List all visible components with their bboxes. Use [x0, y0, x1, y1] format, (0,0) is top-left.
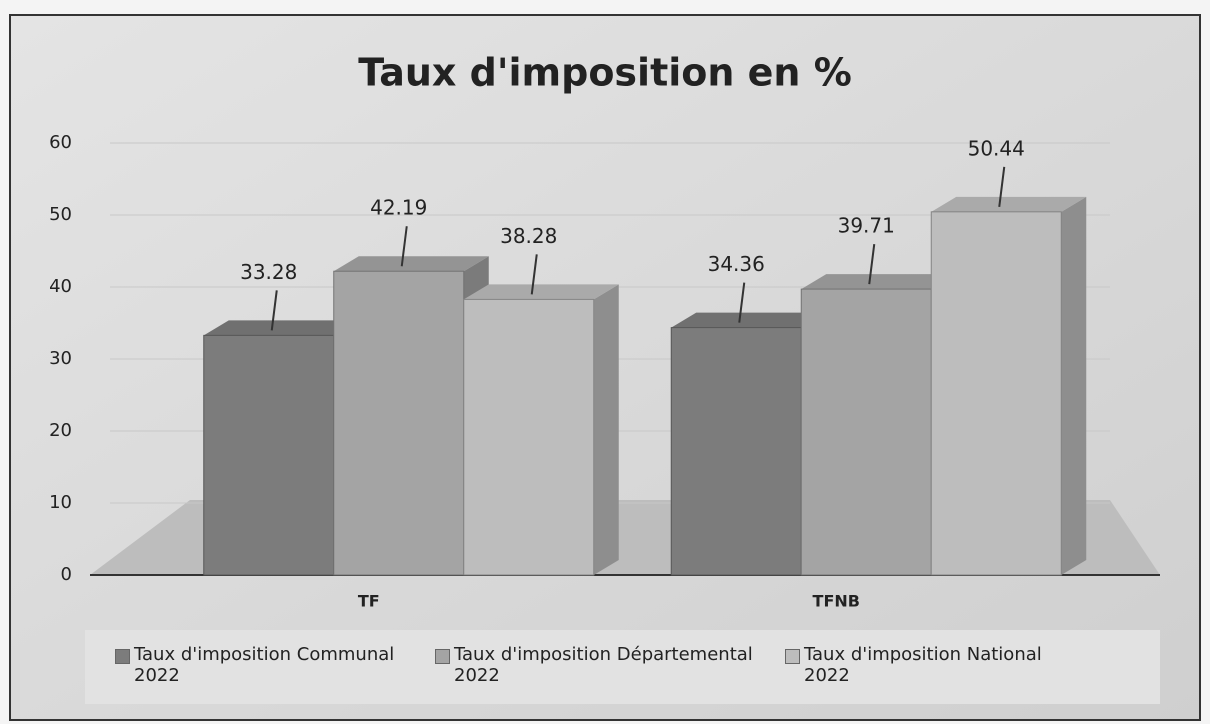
value-label: 33.28 — [240, 260, 297, 284]
x-tick-label: TFNB — [813, 592, 860, 611]
leader-line — [738, 282, 746, 323]
legend-item: Taux d'imposition Départemental 2022 — [435, 644, 775, 704]
bar — [800, 288, 932, 576]
legend-swatch — [785, 649, 800, 664]
y-tick-label: 50 — [49, 204, 72, 225]
legend-swatch — [435, 649, 450, 664]
leader-line — [868, 243, 876, 285]
bar-side — [1061, 196, 1087, 575]
leader-line — [998, 166, 1006, 207]
y-tick-label: 20 — [49, 420, 72, 441]
bar — [463, 298, 595, 576]
y-tick-label: 10 — [49, 492, 72, 513]
y-tick-label: 0 — [61, 564, 72, 585]
bar — [670, 327, 802, 576]
value-label: 42.19 — [370, 196, 427, 220]
chart-title: Taux d'imposition en % — [358, 51, 852, 95]
bar — [930, 211, 1062, 576]
legend-label: Taux d'imposition Communal 2022 — [134, 644, 395, 686]
leader-line — [270, 290, 278, 331]
bar-top — [463, 284, 619, 300]
legend: Taux d'imposition Communal 2022 Taux d'im… — [85, 630, 1160, 704]
value-label: 50.44 — [968, 136, 1025, 160]
bar-top — [671, 312, 827, 328]
value-label: 38.28 — [500, 224, 557, 248]
legend-item: Taux d'imposition National 2022 — [785, 644, 1085, 704]
y-tick-label: 60 — [49, 132, 72, 153]
x-tick-label: TF — [358, 592, 380, 611]
bar-top — [931, 196, 1087, 212]
bar — [333, 270, 465, 576]
value-label: 39.71 — [838, 214, 895, 238]
legend-item: Taux d'imposition Communal 2022 — [115, 644, 425, 704]
bar-top — [203, 320, 359, 336]
bar-top — [333, 256, 489, 272]
legend-label: Taux d'imposition Départemental 2022 — [454, 644, 753, 686]
leader-line — [530, 254, 538, 295]
y-tick-label: 40 — [49, 276, 72, 297]
bar — [203, 334, 335, 576]
bar-side — [593, 284, 619, 575]
y-tick-label: 30 — [49, 348, 72, 369]
bar-top — [801, 274, 957, 290]
value-label: 34.36 — [708, 252, 765, 276]
legend-label: Taux d'imposition National 2022 — [804, 644, 1042, 686]
legend-swatch — [115, 649, 130, 664]
leader-line — [400, 226, 408, 267]
